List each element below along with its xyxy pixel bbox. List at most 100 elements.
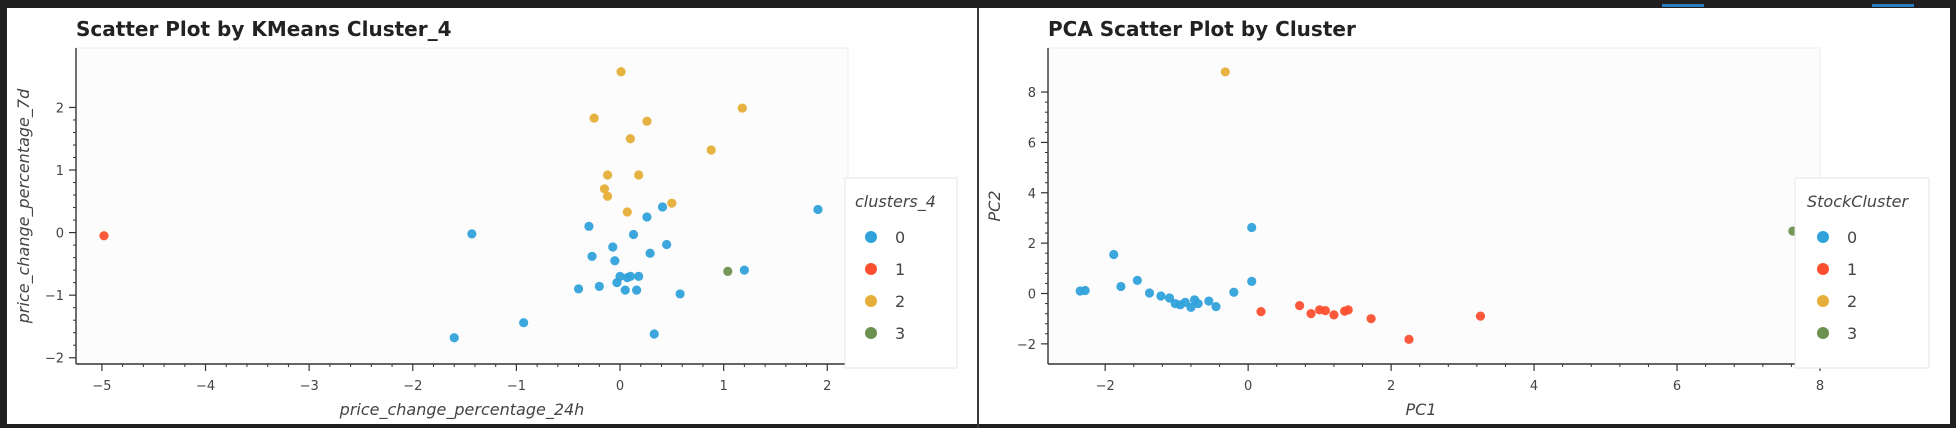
legend-items: 0 1 2 3 (1817, 228, 1857, 343)
data-point-cluster-0 (1211, 301, 1221, 312)
chart-title: Scatter Plot by KMeans Cluster_4 (76, 17, 452, 41)
data-point-cluster-0 (519, 318, 529, 328)
y-tick-label: 6 (1028, 136, 1036, 151)
legend-label: 3 (895, 324, 905, 343)
y-tick-label: 2 (56, 101, 64, 116)
legend-label: 1 (895, 260, 905, 279)
data-point-cluster-0 (1144, 288, 1155, 298)
y-tick-label: 4 (1028, 187, 1036, 202)
x-tick-label: 4 (1530, 379, 1538, 394)
data-point-cluster-2 (622, 207, 632, 217)
x-tick-label: −4 (196, 379, 215, 394)
legend: clusters_4 0 1 2 3 (844, 177, 958, 369)
legend-items: 0 1 2 3 (865, 228, 905, 343)
legend-marker-cluster-3 (865, 327, 877, 339)
x-tick-label: 8 (1816, 379, 1824, 394)
x-tick-label: 6 (1673, 379, 1681, 394)
data-point-cluster-0 (1164, 293, 1175, 303)
data-point-cluster-0 (1193, 298, 1203, 309)
y-tick-label: 2 (1028, 237, 1036, 252)
data-point-cluster-0 (657, 202, 668, 212)
legend-label: 0 (1847, 228, 1857, 247)
data-point-cluster-1 (1320, 306, 1330, 316)
data-point-cluster-2 (634, 170, 644, 180)
window-left-border (0, 0, 7, 428)
x-tick-label: −2 (1096, 379, 1115, 394)
data-point-cluster-0 (1186, 302, 1196, 312)
y-tick-label: 0 (1028, 287, 1036, 302)
data-point-cluster-0 (813, 204, 823, 215)
data-point-cluster-0 (573, 284, 584, 294)
data-point-cluster-2 (589, 113, 599, 123)
y-axis-label: PC2 (985, 191, 1004, 222)
legend-marker-cluster-2 (1817, 295, 1829, 307)
points-layer (1075, 67, 1798, 344)
legend-box (1794, 177, 1930, 369)
data-point-cluster-0 (1247, 222, 1257, 233)
legend-label: 3 (1847, 324, 1857, 343)
x-tick-label: −5 (92, 379, 111, 394)
data-point-cluster-0 (625, 271, 635, 281)
data-point-cluster-0 (739, 265, 749, 275)
data-point-cluster-2 (706, 145, 716, 155)
data-point-cluster-0 (1247, 276, 1257, 287)
data-point-cluster-1 (1329, 310, 1339, 320)
kmeans-scatter-chart: Scatter Plot by KMeans Cluster_4 −5 −4 −3 −… (14, 17, 958, 420)
legend-box (844, 177, 958, 369)
data-point-cluster-0 (615, 271, 625, 281)
data-point-cluster-0 (662, 239, 672, 250)
data-point-cluster-2 (642, 116, 652, 126)
points-layer (99, 67, 823, 343)
data-point-cluster-0 (594, 281, 604, 292)
y-axis-label: price_change_percentage_7d (14, 88, 34, 324)
x-tick-label: 0 (616, 379, 624, 394)
data-point-cluster-0 (642, 212, 652, 222)
data-point-cluster-0 (1132, 275, 1142, 286)
tick-layer: −5 −4 −3 −2 −1 0 1 2 −2 −1 0 1 2 (45, 101, 832, 394)
x-tick-label: 2 (823, 379, 831, 394)
data-point-cluster-0 (1229, 287, 1239, 297)
legend-marker-cluster-1 (1817, 263, 1829, 275)
y-tick-label: 1 (56, 164, 64, 179)
data-point-cluster-0 (632, 285, 642, 295)
legend-marker-cluster-1 (865, 263, 877, 275)
x-tick-label: −2 (403, 379, 422, 394)
data-point-cluster-1 (1366, 314, 1376, 324)
data-point-cluster-2 (602, 191, 613, 201)
data-point-cluster-0 (1080, 285, 1090, 296)
data-point-cluster-0 (587, 251, 597, 261)
data-point-cluster-1 (1475, 311, 1486, 321)
data-point-cluster-0 (628, 229, 639, 240)
data-point-cluster-0 (649, 329, 659, 339)
legend-label: 2 (1847, 292, 1857, 311)
tick-layer: −2 0 2 4 6 8 −2 0 2 4 6 8 (1017, 86, 1824, 394)
data-point-cluster-0 (634, 271, 644, 281)
data-point-cluster-2 (616, 67, 626, 77)
data-point-cluster-0 (1156, 291, 1166, 301)
data-point-cluster-0 (675, 289, 685, 299)
data-point-cluster-2 (667, 198, 677, 208)
x-tick-label: −3 (300, 379, 319, 394)
legend-marker-cluster-3 (1817, 327, 1829, 339)
data-point-cluster-2 (1220, 67, 1230, 77)
data-point-cluster-3 (723, 266, 733, 276)
legend-title: StockCluster (1807, 192, 1909, 211)
data-point-cluster-2 (602, 170, 613, 180)
kmeans-scatter-panel: Scatter Plot by KMeans Cluster_4 −5 −4 −3 −… (7, 8, 977, 424)
data-point-cluster-0 (1109, 249, 1119, 260)
data-point-cluster-2 (625, 134, 635, 144)
x-tick-label: 0 (1244, 379, 1252, 394)
data-point-cluster-1 (1256, 307, 1266, 317)
pca-scatter-panel: PCA Scatter Plot by Cluster −2 0 2 4 6 8 −2 0 2 4… (979, 8, 1950, 424)
data-point-cluster-0 (1204, 296, 1214, 306)
data-point-cluster-0 (610, 256, 620, 266)
data-point-cluster-2 (737, 103, 747, 113)
data-point-cluster-1 (1404, 334, 1414, 344)
data-point-cluster-2 (599, 184, 610, 194)
legend-label: 1 (1847, 260, 1857, 279)
panel-divider (977, 8, 979, 428)
x-axis-label: price_change_percentage_24h (339, 400, 585, 420)
data-point-cluster-0 (1116, 281, 1126, 292)
top-tab-indicator (1662, 4, 1704, 7)
pca-scatter-chart: PCA Scatter Plot by Cluster −2 0 2 4 6 8 −2 0 2 4… (985, 17, 1930, 419)
